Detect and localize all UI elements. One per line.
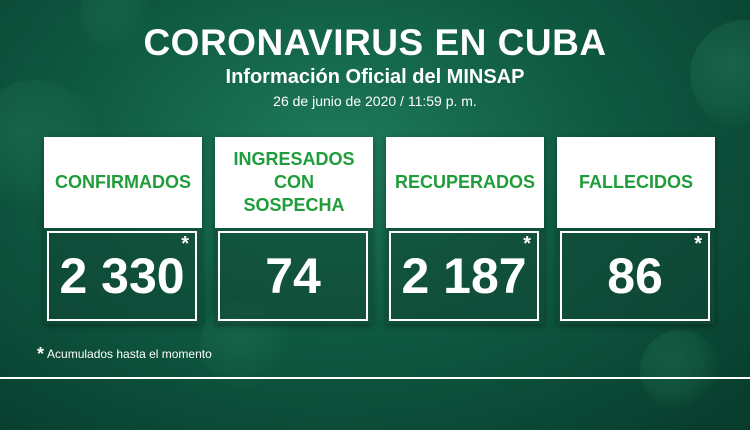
page-title: CORONAVIRUS EN CUBA xyxy=(143,22,607,63)
stat-value-box: 2 187 * xyxy=(389,231,539,321)
stat-card-header: CONFIRMADOS xyxy=(44,137,202,228)
stat-card-header: INGRESADOS CON SOSPECHA xyxy=(215,137,373,228)
stat-value: 2 330 xyxy=(59,248,185,304)
stat-card-fallecidos: FALLECIDOS 86 * xyxy=(557,137,715,324)
stat-label: FALLECIDOS xyxy=(578,172,693,192)
stat-value: 86 xyxy=(607,248,663,304)
divider xyxy=(0,377,750,379)
report-date: 26 de junio de 2020 / 11:59 p. m. xyxy=(273,93,477,109)
footnote-asterisk: * xyxy=(37,344,45,364)
stat-value: 2 187 xyxy=(401,248,527,304)
stat-label: CONFIRMADOS xyxy=(55,172,191,192)
stat-value-box: 86 * xyxy=(560,231,710,321)
stat-card-header: FALLECIDOS xyxy=(557,137,715,228)
asterisk-mark: * xyxy=(523,233,531,255)
stat-card-confirmados: CONFIRMADOS 2 330 * xyxy=(44,137,202,324)
stat-label: INGRESADOS CON SOSPECHA xyxy=(233,149,355,215)
footnote: * Acumulados hasta el momento xyxy=(37,344,212,364)
stat-card-body: 2 187 * xyxy=(386,228,544,324)
stat-label: RECUPERADOS xyxy=(394,172,536,192)
virus-illustration xyxy=(640,330,720,410)
asterisk-mark: * xyxy=(694,233,702,255)
stat-card-recuperados: RECUPERADOS 2 187 * xyxy=(386,137,544,324)
stat-card-ingresados: INGRESADOS CON SOSPECHA 74 xyxy=(215,137,373,324)
page-subtitle: Información Oficial del MINSAP xyxy=(225,66,525,88)
stat-card-header: RECUPERADOS xyxy=(386,137,544,228)
stat-value-box: 2 330 * xyxy=(47,231,197,321)
stat-card-body: 74 xyxy=(215,228,373,324)
stat-value: 74 xyxy=(265,248,321,304)
asterisk-mark: * xyxy=(181,233,189,255)
footnote-text: Acumulados hasta el momento xyxy=(47,347,212,361)
stat-card-body: 2 330 * xyxy=(44,228,202,324)
stat-card-body: 86 * xyxy=(557,228,715,324)
stat-value-box: 74 xyxy=(218,231,368,321)
